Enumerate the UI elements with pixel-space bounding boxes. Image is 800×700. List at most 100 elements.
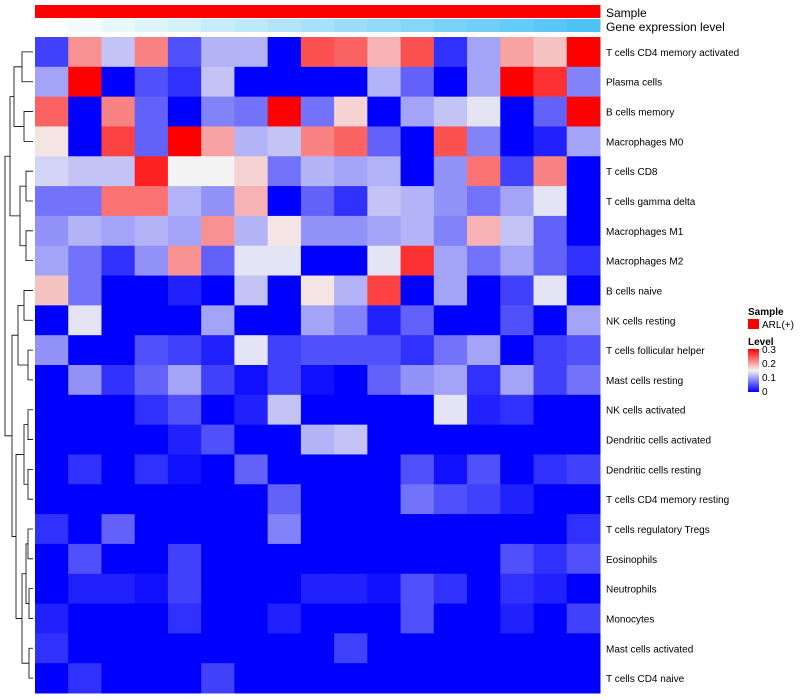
heatmap-cell <box>167 305 202 336</box>
heatmap-cell <box>167 96 202 127</box>
heatmap-cell <box>234 245 269 277</box>
heatmap-cell <box>533 424 568 455</box>
heatmap-cell <box>134 275 169 306</box>
heatmap-cell <box>300 603 335 634</box>
annotation-gene-expression-cell <box>334 19 368 32</box>
heatmap-cell <box>101 543 136 575</box>
annotation-sample-cell <box>533 5 568 18</box>
legend: Sample ARL(+) Level 0.3 0.2 0.1 0 <box>748 307 794 398</box>
heatmap-cell <box>35 96 69 127</box>
row-label: T cells CD4 memory resting <box>606 495 729 506</box>
heatmap-cell <box>467 96 501 127</box>
heatmap-cell <box>433 633 468 664</box>
heatmap-cell <box>400 305 435 336</box>
heatmap-cell <box>201 543 235 575</box>
heatmap-cell <box>167 245 202 277</box>
heatmap-cell <box>267 275 302 306</box>
dendrogram-branch <box>11 334 18 537</box>
annotation-gene-expression-cell <box>533 19 568 32</box>
heatmap-cell <box>400 603 435 634</box>
heatmap-cell <box>267 573 302 605</box>
heatmap-cell <box>267 186 302 217</box>
heatmap-cell <box>167 394 202 426</box>
row-dendrogram <box>4 51 33 679</box>
heatmap-cell <box>201 573 235 605</box>
heatmap-cell <box>533 335 568 366</box>
annotation-gene-expression-label: Gene expression level <box>606 20 725 34</box>
heatmap-cell <box>101 365 136 396</box>
heatmap-cell <box>467 514 501 545</box>
annotation-gene-expression-cell <box>134 19 169 32</box>
heatmap-cell <box>400 66 435 98</box>
heatmap-cell <box>300 186 335 217</box>
heatmap-cell <box>400 543 435 575</box>
heatmap-cell <box>400 424 435 455</box>
heatmap-cell <box>533 66 568 98</box>
heatmap-cell <box>234 484 269 515</box>
heatmap-cell <box>134 365 169 396</box>
heatmap-cell <box>433 484 468 515</box>
heatmap-cell <box>68 514 102 545</box>
heatmap-cell <box>300 573 335 605</box>
annotation-sample-cell <box>500 5 535 18</box>
annotation-sample-cell <box>101 5 136 18</box>
heatmap-cell <box>167 275 202 306</box>
heatmap-cell <box>167 633 202 664</box>
heatmap-cell <box>367 365 402 396</box>
annotation-gene-expression-cell <box>300 19 335 32</box>
heatmap-cell <box>101 275 136 306</box>
heatmap-cell <box>500 633 535 664</box>
heatmap-cell <box>167 543 202 575</box>
heatmap-cell <box>101 305 136 336</box>
heatmap-cell <box>533 126 568 157</box>
heatmap-cell <box>68 573 102 605</box>
heatmap-cell <box>533 663 568 694</box>
heatmap-cell <box>101 514 136 545</box>
heatmap-cell <box>433 156 468 187</box>
heatmap-cell <box>433 394 468 426</box>
heatmap-cell <box>68 335 102 366</box>
legend-level-tick: 0.3 <box>762 345 776 356</box>
heatmap-cell <box>533 156 568 187</box>
heatmap-cell <box>201 365 235 396</box>
heatmap-cell <box>300 365 335 396</box>
heatmap-cell <box>400 484 435 515</box>
heatmap-cell <box>467 335 501 366</box>
heatmap-cell <box>533 305 568 336</box>
heatmap-cell <box>533 603 568 634</box>
dendrogram-branch <box>4 155 12 437</box>
heatmap-cell <box>167 335 202 366</box>
heatmap-cell <box>267 663 302 694</box>
heatmap-cell <box>167 663 202 694</box>
heatmap-cell <box>167 424 202 455</box>
heatmap-cell <box>334 37 368 68</box>
heatmap-cell <box>68 394 102 426</box>
heatmap-cell <box>134 156 169 187</box>
heatmap-cell <box>300 543 335 575</box>
heatmap-cell <box>334 335 368 366</box>
heatmap-cell <box>467 394 501 426</box>
heatmap-cell <box>134 37 169 68</box>
heatmap-cell <box>467 663 501 694</box>
dendrogram-branch <box>27 528 33 560</box>
heatmap-cell <box>35 66 69 98</box>
heatmap-cell <box>201 305 235 336</box>
heatmap-cell <box>68 215 102 247</box>
heatmap-cell <box>566 365 601 396</box>
heatmap-cell <box>201 603 235 634</box>
heatmap-cell <box>467 603 501 634</box>
heatmap-cell <box>566 633 601 664</box>
heatmap-cell <box>566 96 601 127</box>
heatmap-cell <box>400 573 435 605</box>
heatmap-cell <box>467 305 501 336</box>
heatmap-cell <box>101 633 136 664</box>
heatmap-cell <box>367 126 402 157</box>
heatmap-cell <box>234 394 269 426</box>
heatmap-cell <box>35 514 69 545</box>
heatmap-cell <box>234 543 269 575</box>
heatmap-cell <box>566 514 601 545</box>
heatmap-cell <box>334 633 368 664</box>
heatmap-cells <box>35 37 601 694</box>
heatmap-cell <box>35 543 69 575</box>
legend-level-tick: 0 <box>762 387 768 398</box>
